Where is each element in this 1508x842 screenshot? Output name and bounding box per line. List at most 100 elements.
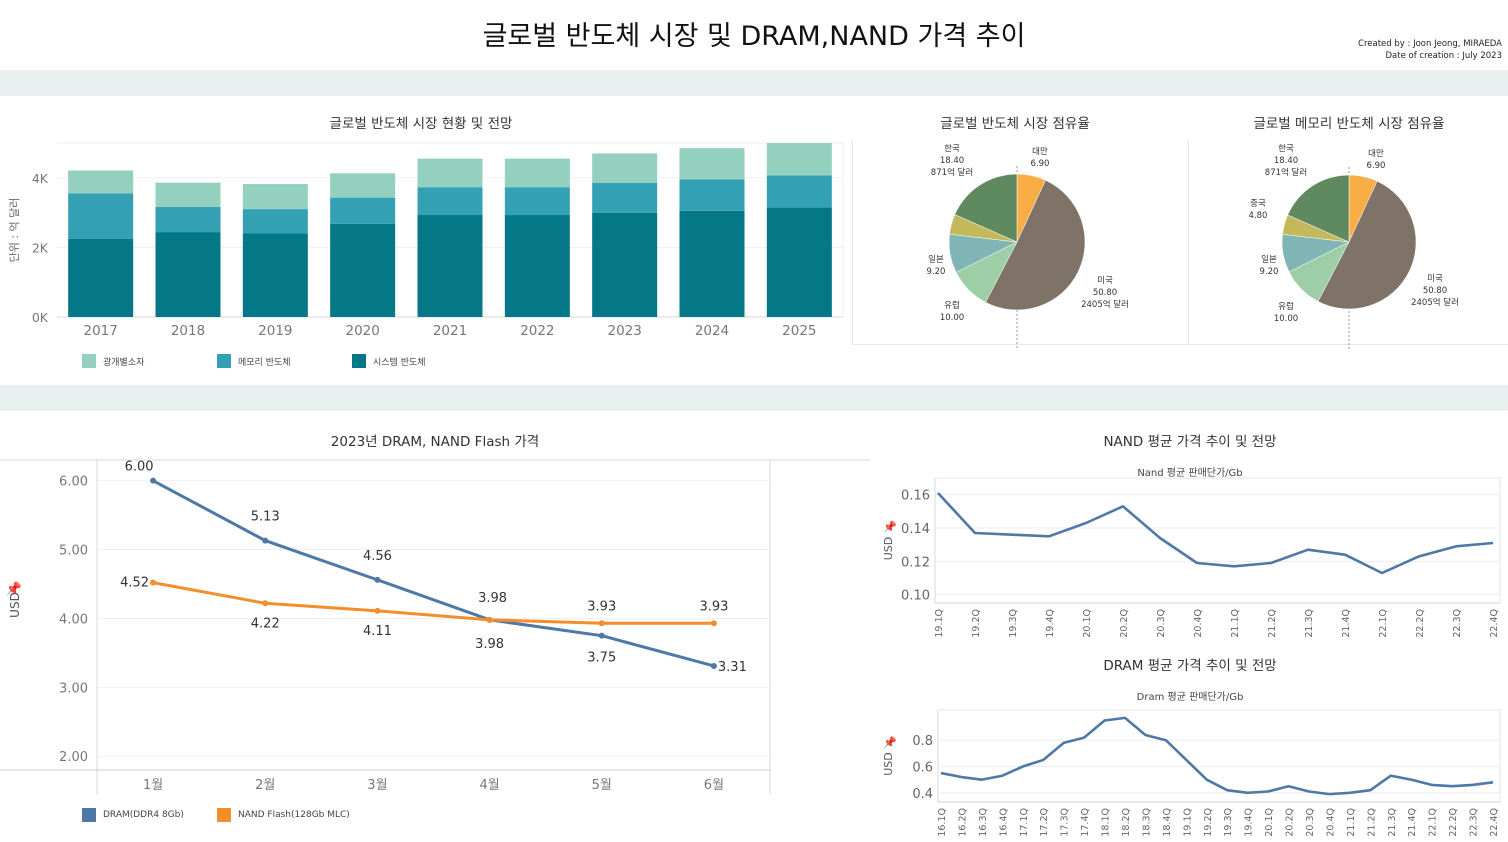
dram-trend-x-tick-label: 22.4Q [1489, 808, 1500, 837]
price-point-nand-flash [374, 607, 381, 614]
share-memory-pie-slice-label: 유럽 [1278, 302, 1294, 312]
price-point-dram [150, 477, 157, 484]
share-memory-pie-slice-label: 4.80 [1249, 211, 1268, 221]
market-legend: 광개별소자 메모리 반도체 시스템 반도체 [82, 354, 487, 368]
legend-label-optical: 광개별소자 [103, 357, 145, 368]
dram-trend-x-tick-label: 20.3Q [1305, 808, 1316, 837]
market-bar-system [592, 212, 658, 317]
market-bar-system [679, 210, 745, 317]
dram-trend-x-tick-label: 17.3Q [1060, 808, 1071, 837]
market-bar-memory [766, 175, 832, 208]
market-bar-optical [766, 143, 832, 176]
dram-trend-x-tick-label: 16.1Q [937, 808, 948, 837]
legend-item-memory: 메모리 반도체 [217, 354, 352, 368]
market-x-tick-label: 2019 [258, 323, 292, 339]
dram-trend-x-tick-label: 16.4Q [998, 808, 1009, 837]
share-memory-pie-slice-label: 18.40 [1274, 156, 1298, 166]
price-data-label-nand-flash: 3.98 [478, 591, 507, 606]
share-all-pie-slice [985, 179, 1086, 311]
legend-label-system: 시스템 반도체 [373, 357, 426, 368]
market-x-tick-label: 2024 [695, 323, 729, 339]
share-all-pie-slice-label: 대만 [1032, 147, 1048, 157]
market-bar-optical [68, 170, 134, 194]
dram-trend-x-tick-label: 18.3Q [1141, 808, 1152, 837]
price-legend: DRAM(DDR4 8Gb) NAND Flash(128Gb MLC) [82, 808, 377, 822]
share-memory-pie-slice-label: 2405억 달러 [1411, 297, 1459, 308]
header-band [0, 70, 1508, 96]
market-bar-system [504, 215, 570, 317]
date-of-creation: Date of creation : July 2023 [1385, 51, 1502, 61]
share-all-pie-slice-label: 871억 달러 [931, 167, 973, 178]
legend-swatch-nand-flash [217, 808, 231, 822]
market-bar-optical [504, 158, 570, 188]
share-memory-pie-slice-label: 50.80 [1423, 286, 1447, 296]
price-chart-title: 2023년 DRAM, NAND Flash 가격 [330, 434, 540, 450]
price-x-tick-label: 3월 [367, 778, 387, 793]
pie-panel-baseline [852, 344, 1508, 345]
price-x-tick-label: 6월 [704, 778, 724, 793]
dram-trend-x-tick-label: 18.4Q [1162, 808, 1173, 837]
market-y-axis-label: 단위 : 억 달러 [8, 198, 21, 263]
pin-icon: 📌 [883, 735, 897, 749]
market-x-tick-label: 2020 [345, 323, 379, 339]
price-y-tick-label: 6.00 [59, 475, 88, 490]
share-all-pie-slice-label: 50.80 [1093, 288, 1117, 298]
nand-trend-x-tick-label: 21.3Q [1304, 609, 1315, 638]
price-data-label-dram: 3.31 [718, 660, 747, 675]
price-data-label-nand-flash: 3.93 [699, 599, 728, 614]
share-memory-pie-slice-label: 10.00 [1274, 314, 1298, 324]
dram-trend-x-tick-label: 18.1Q [1101, 808, 1112, 837]
price-data-label-dram: 4.56 [363, 549, 392, 564]
legend-label-nand-flash: NAND Flash(128Gb MLC) [238, 810, 350, 820]
nand-trend-title: NAND 평균 가격 추이 및 전망 [1103, 434, 1277, 450]
price-data-label-dram: 5.13 [251, 510, 280, 525]
dram-trend-x-tick-label: 20.2Q [1285, 808, 1296, 837]
legend-item-dram: DRAM(DDR4 8Gb) [82, 808, 217, 822]
legend-swatch-optical [82, 354, 96, 368]
market-bar-system [155, 232, 221, 317]
pie-panel-divider-left [852, 140, 853, 345]
market-bar-chart: 0K 2K 4K 단위 : 억 달러 2017 2018 2019 2020 2021 2022 2… [8, 142, 844, 339]
dram-trend-line-chart: 0.4 0.6 0.8 USD 📌 16.1Q 16.2Q 16.3Q 16.4Q 17.1Q 17… [882, 709, 1501, 837]
dram-trend-y-tick-label: 0.4 [912, 787, 933, 802]
share-all-pie-slice-label: 일본 [928, 255, 944, 265]
share-all-title: 글로벌 반도체 시장 점유율 [940, 116, 1090, 132]
market-bar-memory [504, 187, 570, 216]
nand-trend-line-chart: 0.10 0.12 0.14 0.16 USD 📌 19.1Q 19.2Q 19.3Q 19.4Q… [882, 477, 1501, 638]
dram-trend-x-tick-label: 21.1Q [1346, 808, 1357, 837]
legend-swatch-dram [82, 808, 96, 822]
market-bar-optical [242, 184, 308, 210]
price-point-dram [262, 537, 269, 544]
price-line-nand-flash [152, 581, 714, 625]
nand-trend-y-axis-label: USD [882, 537, 895, 561]
price-data-label-nand-flash: 4.52 [120, 576, 149, 591]
market-x-tick-label: 2023 [607, 323, 641, 339]
created-by: Created by : Joon Jeong, MIRAEDA [1358, 39, 1502, 49]
market-bar-memory [68, 193, 134, 239]
pin-icon: 📌 [883, 520, 897, 534]
price-point-nand-flash [262, 600, 269, 607]
nand-trend-x-tick-label: 22.2Q [1415, 609, 1426, 638]
market-y-tick-label: 4K [32, 171, 49, 186]
share-all-pie-slice-label: 9.20 [927, 267, 946, 277]
price-data-label-dram: 3.98 [475, 637, 504, 652]
credit-block: Created by : Joon Jeong, MIRAEDA Date of… [1358, 38, 1502, 62]
dram-trend-line [940, 716, 1494, 796]
dram-trend-x-tick-label: 20.1Q [1264, 808, 1275, 837]
market-bar-system [766, 207, 832, 317]
share-all-pie-slice-label: 미국 [1097, 276, 1113, 286]
nand-trend-x-tick-label: 20.4Q [1193, 609, 1204, 638]
middle-band [0, 385, 1508, 411]
share-memory-pie-slice-label: 한국 [1278, 144, 1294, 154]
nand-trend-y-tick-label: 0.14 [901, 522, 930, 537]
share-memory-pie-slice-label: 9.20 [1260, 267, 1279, 277]
legend-label-dram: DRAM(DDR4 8Gb) [103, 810, 184, 820]
price-y-tick-label: 3.00 [59, 681, 88, 696]
nand-trend-x-tick-label: 20.2Q [1119, 609, 1130, 638]
dram-trend-y-axis-label: USD [882, 752, 895, 776]
market-bar-optical [592, 153, 658, 184]
dram-trend-x-tick-label: 20.4Q [1325, 808, 1336, 837]
market-bar-memory [330, 197, 396, 224]
dram-trend-x-tick-label: 17.4Q [1080, 808, 1091, 837]
